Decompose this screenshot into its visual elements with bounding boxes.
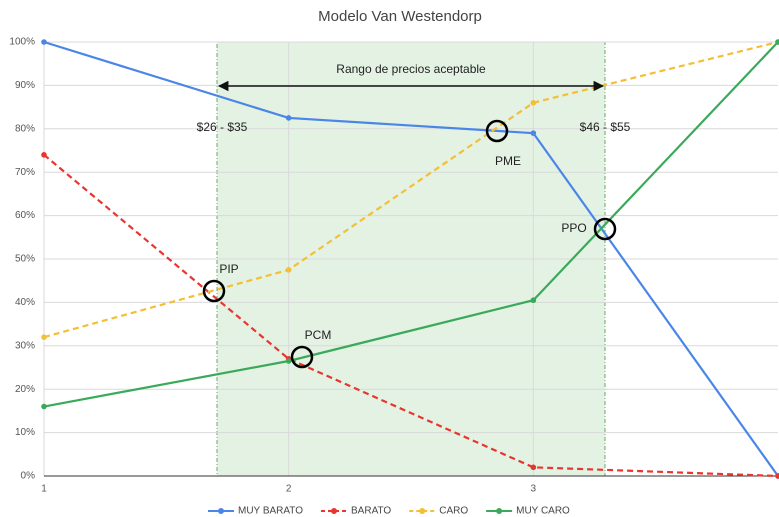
point (775, 39, 779, 45)
y-tick-label: 80% (15, 123, 35, 134)
chart-title: Modelo Van Westendorp (318, 8, 482, 25)
annotation: PME (495, 154, 521, 168)
point (41, 152, 47, 158)
y-tick-label: 40% (15, 297, 35, 308)
y-tick-label: 30% (15, 340, 35, 351)
y-tick-label: 50% (15, 254, 35, 265)
legend-item: CARO (409, 506, 468, 517)
series-line (43, 153, 779, 478)
point (285, 267, 292, 273)
series-line (43, 40, 779, 477)
y-tick-label: 100% (9, 37, 35, 48)
highlight-circle (290, 345, 314, 369)
annotation: $46 - $55 (580, 120, 631, 134)
y-tick-label: 70% (15, 167, 35, 178)
point (285, 358, 292, 364)
legend-item: BARATO (321, 506, 391, 517)
highlight-circle (202, 279, 226, 303)
y-tick-label: 20% (15, 384, 35, 395)
point (530, 297, 537, 304)
point (775, 473, 779, 479)
annotation: PPO (561, 221, 586, 235)
legend-dot (419, 508, 426, 514)
legend-label: BARATO (351, 506, 391, 517)
point (41, 39, 47, 45)
legend-item: MUY CARO (486, 506, 570, 517)
annotation: Rango de precios aceptable (336, 62, 486, 76)
x-tick-label: 3 (531, 484, 537, 495)
annotation: PIP (219, 262, 238, 276)
point (530, 130, 537, 136)
legend-dot (496, 508, 503, 514)
y-tick-label: 60% (15, 210, 35, 221)
y-tick-label: 0% (21, 471, 36, 482)
legend-label: MUY BARATO (238, 506, 303, 517)
legend-dot (331, 508, 338, 514)
point (285, 115, 292, 121)
point (530, 99, 537, 106)
x-tick-label: 1 (41, 484, 47, 495)
y-tick-label: 10% (15, 427, 35, 438)
point (530, 464, 537, 471)
x-tick-label: 2 (286, 484, 292, 495)
point (41, 334, 47, 340)
series-line (43, 40, 779, 339)
legend-label: CARO (439, 506, 468, 517)
annotation: $26 - $35 (197, 120, 248, 134)
highlight-circle (485, 119, 509, 143)
highlight-circle (593, 217, 617, 241)
annotation: PCM (305, 328, 332, 342)
y-tick-label: 90% (15, 80, 35, 91)
point (41, 403, 47, 410)
legend-dot (218, 508, 224, 514)
legend-item: MUY BARATO (208, 506, 303, 517)
series-line (43, 41, 779, 408)
legend-label: MUY CARO (516, 506, 570, 517)
